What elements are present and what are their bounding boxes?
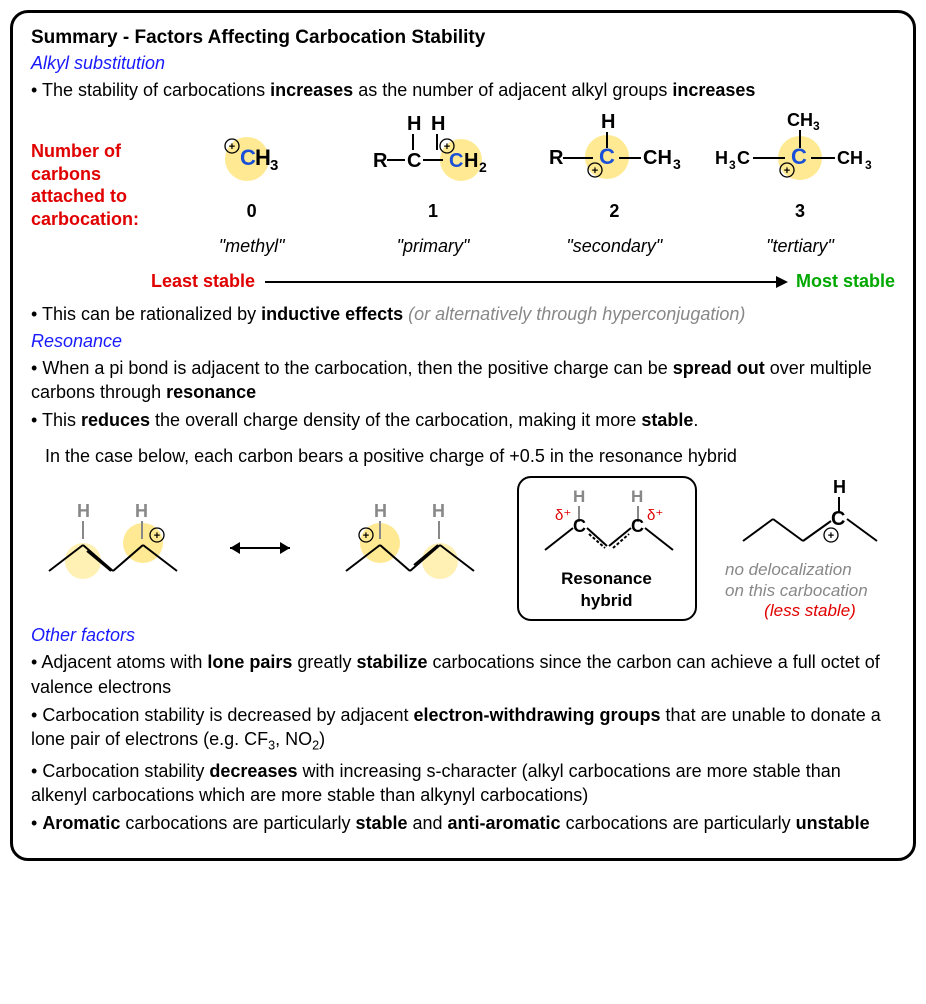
svg-text:C: C	[831, 508, 845, 530]
svg-text:+: +	[784, 165, 790, 177]
carbocation-series: Number of carbons attached to carbocatio…	[31, 112, 895, 257]
resonance-hybrid-box: H H δ⁺ δ⁺ C C Resonance hybrid	[517, 476, 697, 621]
other-bullet-1: Adjacent atoms with lone pairs greatly s…	[31, 650, 895, 699]
other-heading: Other factors	[31, 625, 895, 646]
svg-text:C: C	[449, 150, 463, 172]
svg-text:H: H	[431, 113, 445, 135]
svg-text:R: R	[373, 150, 388, 172]
resonance-note: In the case below, each carbon bears a p…	[45, 446, 895, 467]
resonance-bullet-2: This reduces the overall charge density …	[31, 408, 895, 432]
no-deloc-structure: H C +	[725, 475, 895, 555]
no-delocalization-block: H C + no delocalization on this carbocat…	[725, 475, 895, 621]
resonance-diagram-row: H H + H H +	[31, 475, 895, 621]
svg-text:+: +	[828, 530, 834, 542]
svg-text:H: H	[631, 487, 643, 506]
svg-text:H: H	[601, 112, 615, 133]
hybrid-structure: H H δ⁺ δ⁺ C C	[527, 484, 687, 562]
alkyl-bullet-1: The stability of carbocations increases …	[31, 78, 895, 102]
svg-text:C: C	[737, 148, 750, 168]
svg-text:H: H	[715, 148, 728, 168]
svg-text:H: H	[573, 487, 585, 506]
tertiary-column: CH 3 H 3 C + C CH 3 3 "tertiary"	[705, 112, 895, 257]
resonance-bullet-1: When a pi bond is adjacent to the carboc…	[31, 356, 895, 405]
svg-text:H: H	[833, 477, 846, 497]
primary-structure: H H R C + C H 2	[353, 112, 513, 192]
svg-text:C: C	[573, 516, 586, 536]
other-bullet-3: Carbocation stability decreases with inc…	[31, 759, 895, 808]
svg-text:C: C	[791, 144, 807, 169]
methyl-column: + C H 3 0 "methyl"	[161, 112, 342, 257]
svg-text:H: H	[135, 501, 148, 521]
svg-text:2: 2	[479, 159, 487, 175]
resonance-heading: Resonance	[31, 331, 895, 352]
svg-text:H: H	[407, 113, 421, 135]
svg-text:H: H	[432, 501, 445, 521]
svg-text:C: C	[407, 150, 421, 172]
svg-text:+: +	[154, 530, 160, 542]
secondary-column: H R + C CH 3 2 "secondary"	[524, 112, 705, 257]
resonance-right: H H +	[328, 493, 488, 603]
resonance-left: H H +	[31, 493, 191, 603]
svg-text:H: H	[464, 150, 478, 172]
svg-text:C: C	[631, 516, 644, 536]
svg-text:CH: CH	[837, 148, 863, 168]
stability-arrow	[265, 281, 786, 283]
svg-text:+: +	[228, 141, 234, 153]
svg-text:R: R	[549, 147, 564, 169]
svg-text:C: C	[240, 145, 256, 170]
svg-text:3: 3	[270, 157, 278, 174]
resonance-arrow-icon	[220, 528, 300, 568]
methyl-structure: + C H 3	[192, 112, 312, 192]
svg-text:δ⁺: δ⁺	[647, 507, 663, 524]
alkyl-heading: Alkyl substitution	[31, 53, 895, 74]
svg-text:CH: CH	[643, 147, 672, 169]
stability-spectrum: Least stable Most stable	[151, 271, 895, 292]
svg-text:H: H	[374, 501, 387, 521]
page-title: Summary - Factors Affecting Carbocation …	[31, 27, 895, 49]
svg-text:C: C	[599, 144, 615, 169]
svg-text:δ⁺: δ⁺	[555, 507, 571, 524]
other-bullet-4: Aromatic carbocations are particularly s…	[31, 811, 895, 835]
svg-text:H: H	[255, 145, 271, 170]
primary-column: H H R C + C H 2 1 "primary"	[342, 112, 523, 257]
other-bullet-2: Carbocation stability is decreased by ad…	[31, 703, 895, 755]
svg-text:CH: CH	[787, 112, 813, 130]
secondary-structure: H R + C CH 3	[529, 112, 699, 192]
svg-text:3: 3	[729, 158, 736, 172]
summary-frame: Summary - Factors Affecting Carbocation …	[10, 10, 916, 861]
alkyl-bullet-2: This can be rationalized by inductive ef…	[31, 302, 895, 326]
svg-text:3: 3	[865, 158, 872, 172]
svg-text:H: H	[77, 501, 90, 521]
svg-text:3: 3	[813, 119, 820, 133]
svg-text:+: +	[363, 530, 369, 542]
svg-text:3: 3	[673, 156, 681, 172]
series-side-label: Number of carbons attached to carbocatio…	[31, 112, 161, 230]
tertiary-structure: CH 3 H 3 C + C CH 3	[705, 112, 895, 192]
svg-text:+: +	[592, 165, 598, 177]
